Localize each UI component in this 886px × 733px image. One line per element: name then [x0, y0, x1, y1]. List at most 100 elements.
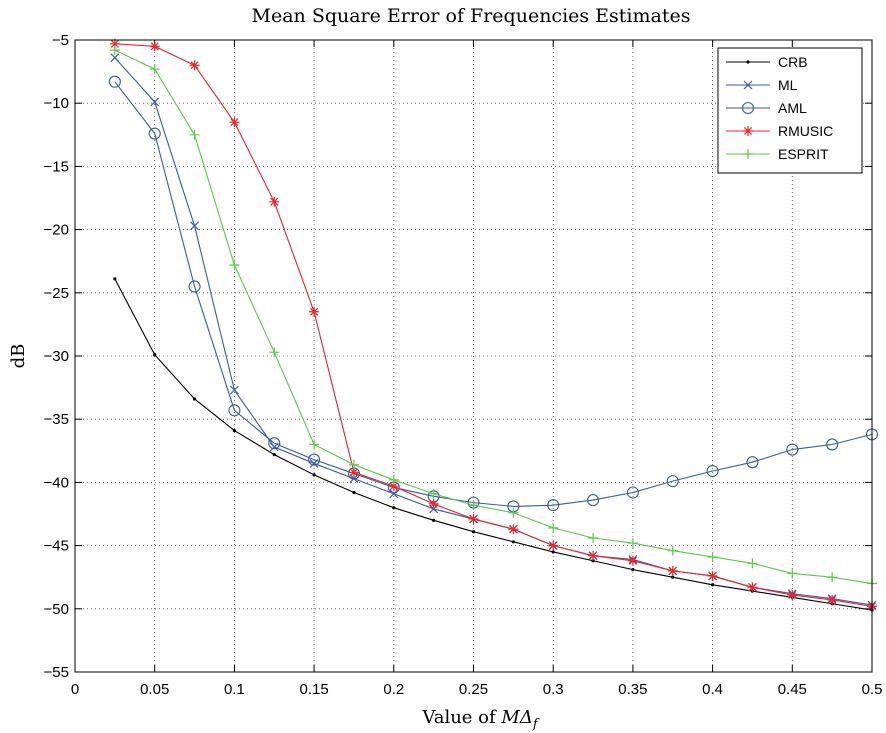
- point-marker-plus: [743, 149, 753, 159]
- point-marker-circle: [108, 75, 121, 88]
- legend-box: [717, 47, 863, 174]
- point-marker-star: [149, 41, 160, 52]
- y-axis-label: dB: [8, 344, 29, 369]
- point-marker-x: [229, 385, 239, 395]
- point-marker-star: [743, 126, 753, 136]
- point-marker-circle: [786, 443, 799, 456]
- point-marker-plus: [269, 347, 280, 358]
- point-marker-x: [150, 97, 160, 107]
- point-marker-plus: [109, 45, 120, 56]
- point-marker-plus: [348, 459, 359, 470]
- point-marker-star: [747, 582, 758, 593]
- x-tick-label: 0: [71, 681, 79, 698]
- point-marker-star: [827, 594, 838, 605]
- point-marker-star: [189, 60, 200, 71]
- point-marker-circle: [741, 101, 755, 115]
- x-tick-label: 0.5: [862, 681, 883, 698]
- y-tick-label: −25: [44, 285, 69, 302]
- legend-entry-ml: ML: [726, 77, 798, 93]
- point-marker-plus: [309, 439, 320, 450]
- point-marker-circle: [706, 464, 719, 478]
- point-marker-dot: [312, 473, 316, 477]
- y-tick-label: −5: [52, 32, 69, 49]
- point-marker-dot: [471, 530, 476, 534]
- point-marker-circle: [148, 127, 161, 140]
- point-marker-x: [743, 80, 753, 90]
- point-marker-circle: [626, 486, 639, 499]
- point-marker-circle: [547, 499, 560, 512]
- x-tick-label: 0.25: [459, 681, 488, 698]
- y-tick-label: −20: [44, 222, 69, 239]
- point-marker-plus: [827, 572, 838, 583]
- point-marker-star: [388, 481, 399, 492]
- point-marker-star: [468, 514, 479, 525]
- point-marker-dot: [671, 575, 675, 579]
- point-marker-plus: [149, 64, 160, 75]
- point-marker-dot: [113, 277, 117, 281]
- series-line-rmusic: [114, 43, 873, 607]
- series-rmusic: [109, 38, 877, 612]
- point-marker-dot: [192, 397, 197, 401]
- series-line-crb: [114, 278, 873, 611]
- point-marker-circle: [188, 280, 201, 293]
- point-marker-x: [110, 53, 120, 63]
- point-marker-plus: [388, 474, 399, 485]
- point-marker-plus: [707, 551, 718, 562]
- point-marker-dot: [511, 540, 515, 544]
- legend: CRB ML AML RMUSIC ESPRIT: [717, 47, 863, 174]
- point-marker-dot: [352, 490, 356, 495]
- point-marker-dot: [591, 559, 595, 563]
- legend-entry-esprit: ESPRIT: [726, 146, 829, 162]
- point-marker-star: [787, 589, 798, 600]
- point-marker-dot: [746, 60, 750, 64]
- series-crb: [113, 277, 874, 612]
- point-marker-x: [389, 489, 399, 499]
- legend-entry-aml: AML: [726, 100, 807, 116]
- point-marker-plus: [667, 545, 678, 556]
- point-marker-star: [588, 550, 599, 561]
- y-tick-label: −35: [44, 411, 69, 428]
- point-marker-star: [348, 467, 359, 478]
- series-esprit: [109, 45, 877, 589]
- series-layer: [108, 38, 879, 612]
- point-marker-circle: [666, 475, 679, 488]
- point-marker-dot: [631, 568, 635, 572]
- legend-label: RMUSIC: [778, 123, 833, 139]
- legend-label: AML: [778, 100, 807, 116]
- legend-label: ML: [778, 77, 798, 93]
- y-tick-label: −30: [44, 348, 69, 365]
- x-tick-label: 0.35: [618, 681, 647, 698]
- x-axis-label: Value of MΔf: [421, 707, 539, 732]
- y-tick-label: −50: [44, 601, 69, 618]
- legend-label: ESPRIT: [778, 146, 829, 162]
- point-marker-x: [190, 221, 199, 231]
- point-marker-star: [269, 196, 280, 207]
- point-marker-plus: [588, 533, 599, 544]
- point-marker-circle: [586, 494, 600, 507]
- point-marker-plus: [508, 507, 519, 518]
- point-marker-plus: [548, 522, 559, 533]
- plot-frame: [74, 39, 873, 673]
- y-tick-label: −15: [44, 158, 69, 175]
- point-marker-star: [109, 38, 120, 49]
- point-marker-dot: [232, 428, 236, 433]
- grid: [75, 40, 872, 672]
- x-tick-label: 0.45: [778, 681, 807, 698]
- point-marker-star: [707, 570, 718, 581]
- point-marker-plus: [747, 558, 758, 569]
- point-marker-plus: [229, 259, 240, 270]
- point-marker-dot: [392, 506, 396, 510]
- point-marker-star: [627, 555, 638, 566]
- legend-entry-rmusic: RMUSIC: [726, 123, 833, 139]
- x-tick-label: 0.1: [224, 681, 245, 698]
- point-marker-star: [667, 565, 678, 576]
- y-tick-label: −55: [44, 664, 69, 681]
- x-tick-label: 0.15: [299, 681, 328, 698]
- point-marker-circle: [228, 404, 241, 417]
- point-marker-plus: [468, 500, 479, 511]
- legend-label: CRB: [778, 54, 808, 70]
- y-tick-label: −10: [44, 95, 69, 112]
- x-axis-label-prefix: Value of: [421, 707, 501, 728]
- point-marker-plus: [189, 129, 200, 140]
